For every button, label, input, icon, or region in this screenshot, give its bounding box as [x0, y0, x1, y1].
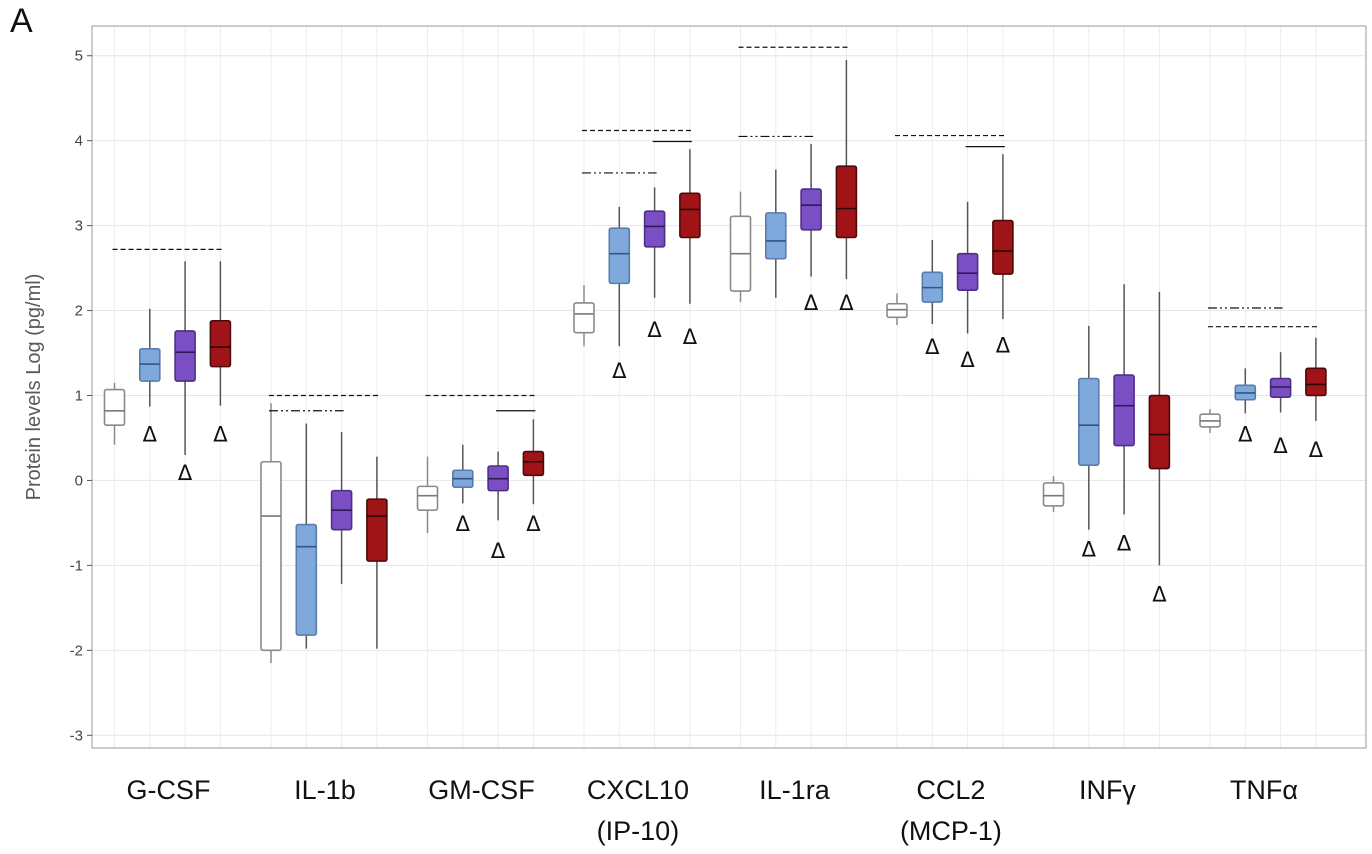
- y-tick-label: 3: [75, 218, 83, 235]
- y-axis: 5 4 3 2 1 0 -1 -2 -3: [70, 48, 92, 744]
- whiskers: [113, 59, 1317, 664]
- box-plot-box: [992, 219, 1014, 275]
- significance-marker: Δ: [1152, 582, 1167, 606]
- y-tick-label: 2: [75, 303, 83, 320]
- grid: [92, 26, 1366, 748]
- box-plot-box: [608, 227, 631, 285]
- box-plot-box: [139, 347, 161, 382]
- significance-marker: Δ: [213, 423, 228, 447]
- box-plot-box: [522, 450, 545, 477]
- box-plot-box: [1305, 367, 1327, 397]
- significance-marker: Δ: [647, 318, 662, 342]
- x-axis: G-CSF IL-1b GM-CSF CXCL10 (IP-10) IL-1ra CCL2 (…: [126, 775, 1298, 846]
- significance-marker: Δ: [839, 291, 854, 315]
- box-plot-box: [643, 210, 666, 248]
- box-plot-box: [103, 388, 126, 427]
- plot-frame: [91, 25, 1367, 749]
- box-plot-box: [1078, 377, 1100, 466]
- significance-marker: Δ: [143, 423, 158, 447]
- box-plot-box: [573, 302, 595, 334]
- significance-marker: Δ: [178, 461, 193, 485]
- box-plot-box: [1042, 482, 1065, 507]
- x-category-label: G-CSF: [126, 775, 210, 805]
- significance-marker: Δ: [612, 359, 627, 383]
- x-category-label: IL-1ra: [759, 775, 831, 805]
- y-tick-label: 1: [75, 387, 83, 404]
- significance-marker: Δ: [804, 291, 819, 315]
- x-category-label: IL-1b: [294, 775, 356, 805]
- x-category-label: GM-CSF: [428, 775, 534, 805]
- boxes: [103, 165, 1327, 652]
- y-tick-label: -3: [70, 727, 83, 744]
- y-tick-label: -1: [70, 557, 83, 574]
- x-category-label: CXCL10: [587, 775, 689, 805]
- box-plot-box: [416, 485, 439, 511]
- significance-marker: Δ: [996, 334, 1011, 358]
- y-axis-label: Protein levels Log (pg/ml): [23, 274, 45, 501]
- significance-marker: Δ: [1117, 531, 1132, 555]
- y-tick-label: 0: [75, 472, 83, 489]
- comparison-lines: [112, 46, 1318, 412]
- x-category-sublabel: (IP-10): [597, 816, 680, 846]
- significance-marker: Δ: [1238, 423, 1253, 447]
- box-plot-box: [800, 188, 822, 231]
- x-category-sublabel: (MCP-1): [900, 816, 1002, 846]
- box-plot-box: [1269, 377, 1292, 398]
- significance-marker: Δ: [1082, 537, 1097, 561]
- significance-marker: Δ: [456, 512, 471, 536]
- x-category-label: INFγ: [1079, 775, 1136, 805]
- box-plot-box: [260, 460, 282, 652]
- box-plot-box: [1148, 394, 1171, 470]
- y-tick-label: -2: [70, 642, 83, 659]
- significance-marker: Δ: [683, 325, 698, 349]
- significance-marker: Δ: [1309, 438, 1324, 462]
- box-plot-box: [956, 252, 979, 291]
- box-plot-box: [886, 302, 908, 319]
- significance-marker: Δ: [925, 335, 940, 359]
- significance-marker: Δ: [960, 348, 975, 372]
- box-plot-box: [1113, 374, 1135, 447]
- x-category-label: CCL2: [916, 775, 985, 805]
- y-tick-label: 4: [75, 133, 83, 150]
- box-plot-box: [174, 330, 196, 382]
- panel-label: A: [10, 2, 33, 40]
- significance-marker: Δ: [1273, 434, 1288, 458]
- box-plot-box: [366, 498, 388, 562]
- x-category-label: TNFα: [1230, 775, 1298, 805]
- significance-marker: Δ: [526, 512, 541, 536]
- box-plot-box: [679, 192, 701, 239]
- box-plot-box: [835, 165, 858, 239]
- box-plot-box: [209, 319, 232, 368]
- box-plot-box: [295, 523, 318, 636]
- box-plot-box: [764, 212, 787, 260]
- significance-marker: Δ: [491, 539, 506, 563]
- y-tick-label: 5: [75, 48, 83, 65]
